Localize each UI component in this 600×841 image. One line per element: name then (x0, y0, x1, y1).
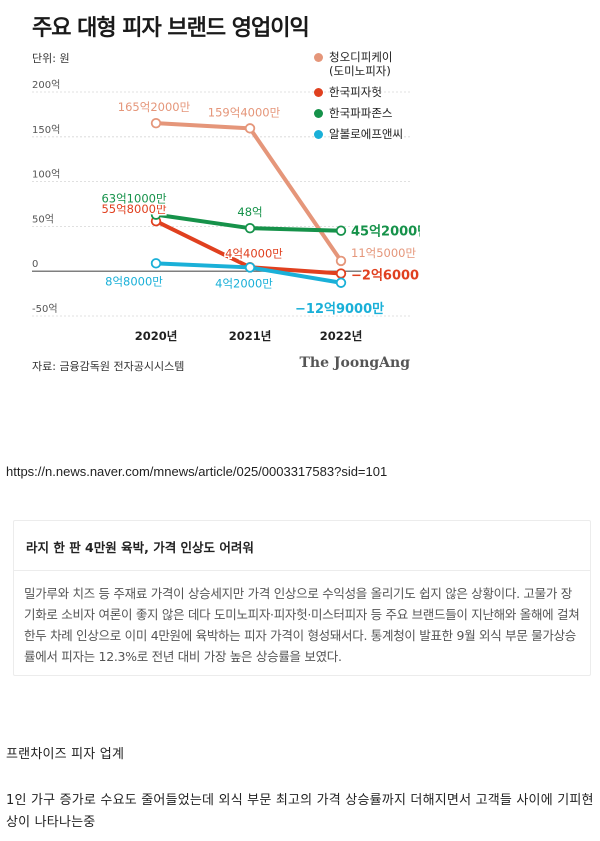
note-line-1: 프랜차이즈 피자 업계 (6, 747, 125, 762)
data-label: 48억 (237, 205, 262, 219)
data-label: 4억4000만 (225, 246, 283, 260)
article-body: 밀가루와 치즈 등 주재료 가격이 상승세지만 가격 인상으로 수익성을 올리기… (24, 586, 580, 664)
legend-swatch (314, 130, 323, 139)
data-label: 159억4000만 (208, 105, 281, 119)
x-tick-label: 2020년 (135, 329, 178, 343)
data-label: 55억8000만 (101, 202, 166, 216)
data-point (244, 123, 256, 134)
unit-label: 단위: 원 (32, 52, 70, 65)
legend-item: 한국피자헛 (314, 85, 403, 99)
publisher-logo: The JoongAng (299, 355, 410, 371)
legend-item: 한국파파존스 (314, 106, 403, 120)
article-headline: 라지 한 판 4만원 육박, 가격 인상도 어려워 (14, 521, 590, 571)
y-tick-label: 0 (32, 259, 38, 270)
article-excerpt: 라지 한 판 4만원 육박, 가격 인상도 어려워 밀가루와 치즈 등 주재료 … (13, 520, 591, 676)
y-tick-label: 50억 (32, 213, 54, 225)
legend-item: 청오디피케이 (도미노피자) (314, 50, 403, 78)
data-label: 11억5000만 (351, 246, 416, 260)
data-label: −12억9000만 (295, 301, 384, 317)
data-label: 45억2000만 (351, 224, 420, 240)
data-label: −2억6000만 (351, 268, 420, 284)
data-label: 63억1000만 (101, 192, 166, 206)
data-point (150, 209, 162, 220)
legend-swatch (314, 53, 323, 62)
data-point (150, 117, 162, 129)
legend-swatch (314, 109, 323, 118)
y-tick-label: 150억 (32, 124, 60, 136)
x-tick-label: 2022년 (320, 329, 363, 343)
line-chart: -50억 0 50억 100억 150억 200억 2020년 2021년 2022년 165억… (32, 79, 420, 343)
legend-label: 청오디피케이 (도미노피자) (329, 50, 393, 78)
data-label: 8억8000만 (105, 274, 163, 288)
y-tick-label: 100억 (32, 169, 60, 181)
article-link[interactable]: https://n.news.naver.com/mnews/article/0… (6, 464, 388, 479)
data-point (335, 277, 347, 288)
source-note: 자료: 금융감독원 전자공시시스템 (32, 360, 185, 373)
legend-label: 한국피자헛 (329, 85, 382, 99)
data-label: 4억2000만 (215, 276, 273, 290)
note-line-2: 1인 가구 증가로 수요도 줄어들었는데 외식 부문 최고의 가격 상승률까지 … (6, 793, 594, 830)
legend-label: 한국파파존스 (329, 106, 393, 120)
chart-title: 주요 대형 피자 브랜드 영업이익 (32, 16, 310, 41)
data-point (150, 258, 162, 269)
legend-label: 알볼로에프앤씨 (329, 127, 404, 141)
data-label: 165억2000만 (118, 100, 191, 114)
data-point (335, 255, 347, 267)
data-point (335, 225, 347, 236)
y-tick-label: -50억 (32, 303, 58, 315)
data-point (244, 262, 256, 273)
y-tick-label: 200억 (32, 79, 60, 91)
legend-item: 알볼로에프앤씨 (314, 127, 403, 141)
x-tick-label: 2021년 (229, 329, 272, 343)
chart-card: 주요 대형 피자 브랜드 영업이익 단위: 원 -50억 0 50억 100억 150억… (20, 0, 420, 392)
data-point (335, 268, 347, 279)
data-point (244, 222, 256, 234)
legend-swatch (314, 88, 323, 97)
